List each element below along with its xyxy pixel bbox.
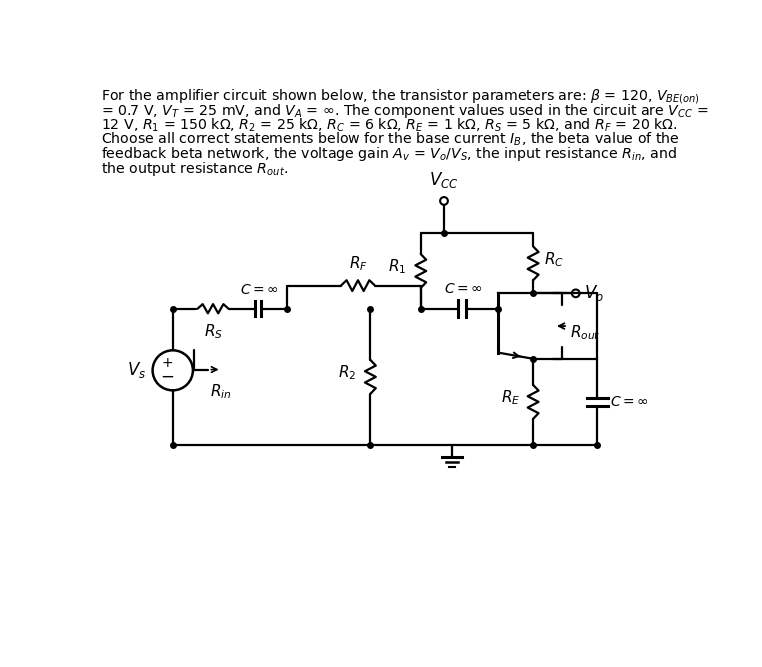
Text: $R_{in}$: $R_{in}$ — [210, 382, 232, 401]
Text: −: − — [160, 368, 174, 386]
Text: +: + — [162, 356, 173, 370]
Text: 12 V, $R_1$ = 150 k$\Omega$, $R_2$ = 25 k$\Omega$, $R_C$ = 6 k$\Omega$, $R_E$ = : 12 V, $R_1$ = 150 k$\Omega$, $R_2$ = 25 … — [101, 116, 678, 133]
Text: $R_1$: $R_1$ — [389, 258, 407, 277]
Text: $V_o$: $V_o$ — [584, 283, 604, 303]
Text: Choose all correct statements below for the base current $I_B$, the beta value o: Choose all correct statements below for … — [101, 131, 680, 148]
Text: feedback beta network, the voltage gain $A_v$ = $V_o$/$V_S$, the input resistanc: feedback beta network, the voltage gain … — [101, 145, 677, 163]
Text: $C = \infty$: $C = \infty$ — [240, 283, 279, 297]
Text: $R_C$: $R_C$ — [544, 250, 564, 269]
Text: the output resistance $R_{out}$.: the output resistance $R_{out}$. — [101, 160, 289, 178]
Text: For the amplifier circuit shown below, the transistor parameters are: $\beta$ = : For the amplifier circuit shown below, t… — [101, 87, 700, 106]
Text: $R_E$: $R_E$ — [501, 389, 520, 408]
Text: $R_{out}$: $R_{out}$ — [569, 323, 600, 342]
Text: $R_2$: $R_2$ — [338, 364, 357, 382]
Text: $R_S$: $R_S$ — [203, 323, 223, 342]
Text: $C = \infty$: $C = \infty$ — [610, 395, 648, 409]
Text: = 0.7 V, $V_T$ = 25 mV, and $V_A$ = $\infty$. The component values used in the c: = 0.7 V, $V_T$ = 25 mV, and $V_A$ = $\in… — [101, 101, 709, 119]
Text: $R_F$: $R_F$ — [348, 255, 367, 273]
Text: $C = \infty$: $C = \infty$ — [444, 282, 483, 296]
Text: $V_{CC}$: $V_{CC}$ — [429, 170, 459, 190]
Text: $V_s$: $V_s$ — [127, 360, 146, 380]
